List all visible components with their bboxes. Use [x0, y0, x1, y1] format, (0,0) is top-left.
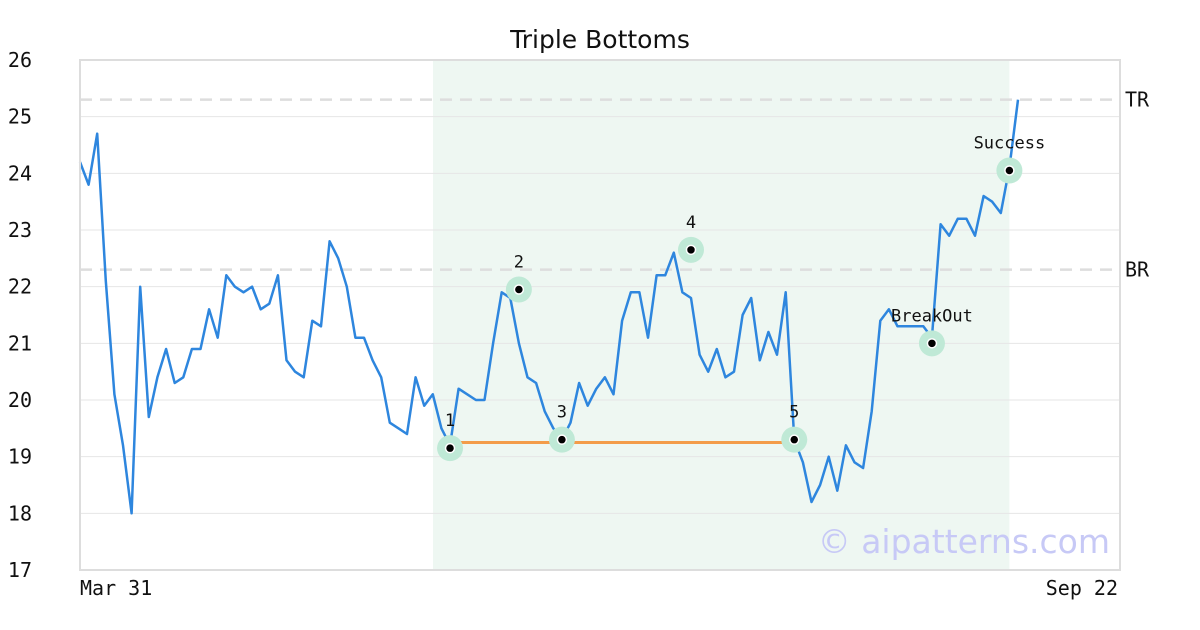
point-label: 3 — [557, 403, 567, 423]
point-label: Success — [974, 134, 1046, 154]
point-marker — [556, 434, 568, 445]
y-tick-label: 25 — [8, 105, 32, 129]
y-axis-ticks: 17 18 19 20 21 22 23 24 25 26 — [8, 48, 32, 582]
point-marker — [444, 442, 456, 454]
price-series-line — [78, 99, 1020, 515]
watermark: © aipatterns.com — [818, 522, 1110, 561]
y-tick-label: 17 — [8, 558, 32, 582]
plot-frame — [79, 59, 1121, 571]
point-label: 5 — [789, 403, 799, 423]
point-marker — [685, 244, 697, 256]
y-tick-label: 23 — [8, 218, 32, 242]
point-label: BreakOut — [891, 306, 973, 326]
point-marker — [513, 284, 525, 295]
point-marker — [926, 338, 938, 349]
reference-lines: TR BR — [80, 88, 1150, 282]
x-tick-start: Mar 31 — [80, 576, 152, 600]
point-label: 4 — [686, 213, 696, 233]
pattern-range-band — [433, 61, 1010, 569]
reference-line-label: BR — [1125, 258, 1150, 282]
point-label: 1 — [445, 411, 455, 431]
reference-line-label: TR — [1125, 88, 1150, 112]
y-tick-label: 26 — [8, 48, 32, 72]
y-tick-label: 19 — [8, 445, 32, 469]
pattern-points: 1 2 3 4 5 BreakOut Success — [437, 134, 1045, 462]
y-tick-label: 21 — [8, 331, 32, 355]
point-label: 2 — [514, 253, 524, 273]
chart-title: Triple Bottoms — [509, 25, 690, 54]
point-marker — [1004, 165, 1015, 176]
y-tick-label: 18 — [8, 501, 32, 525]
y-tick-label: 20 — [8, 388, 32, 412]
y-tick-label: 22 — [8, 275, 32, 299]
x-tick-end: Sep 22 — [1046, 576, 1118, 600]
y-tick-label: 24 — [8, 161, 32, 185]
point-marker — [789, 434, 800, 445]
